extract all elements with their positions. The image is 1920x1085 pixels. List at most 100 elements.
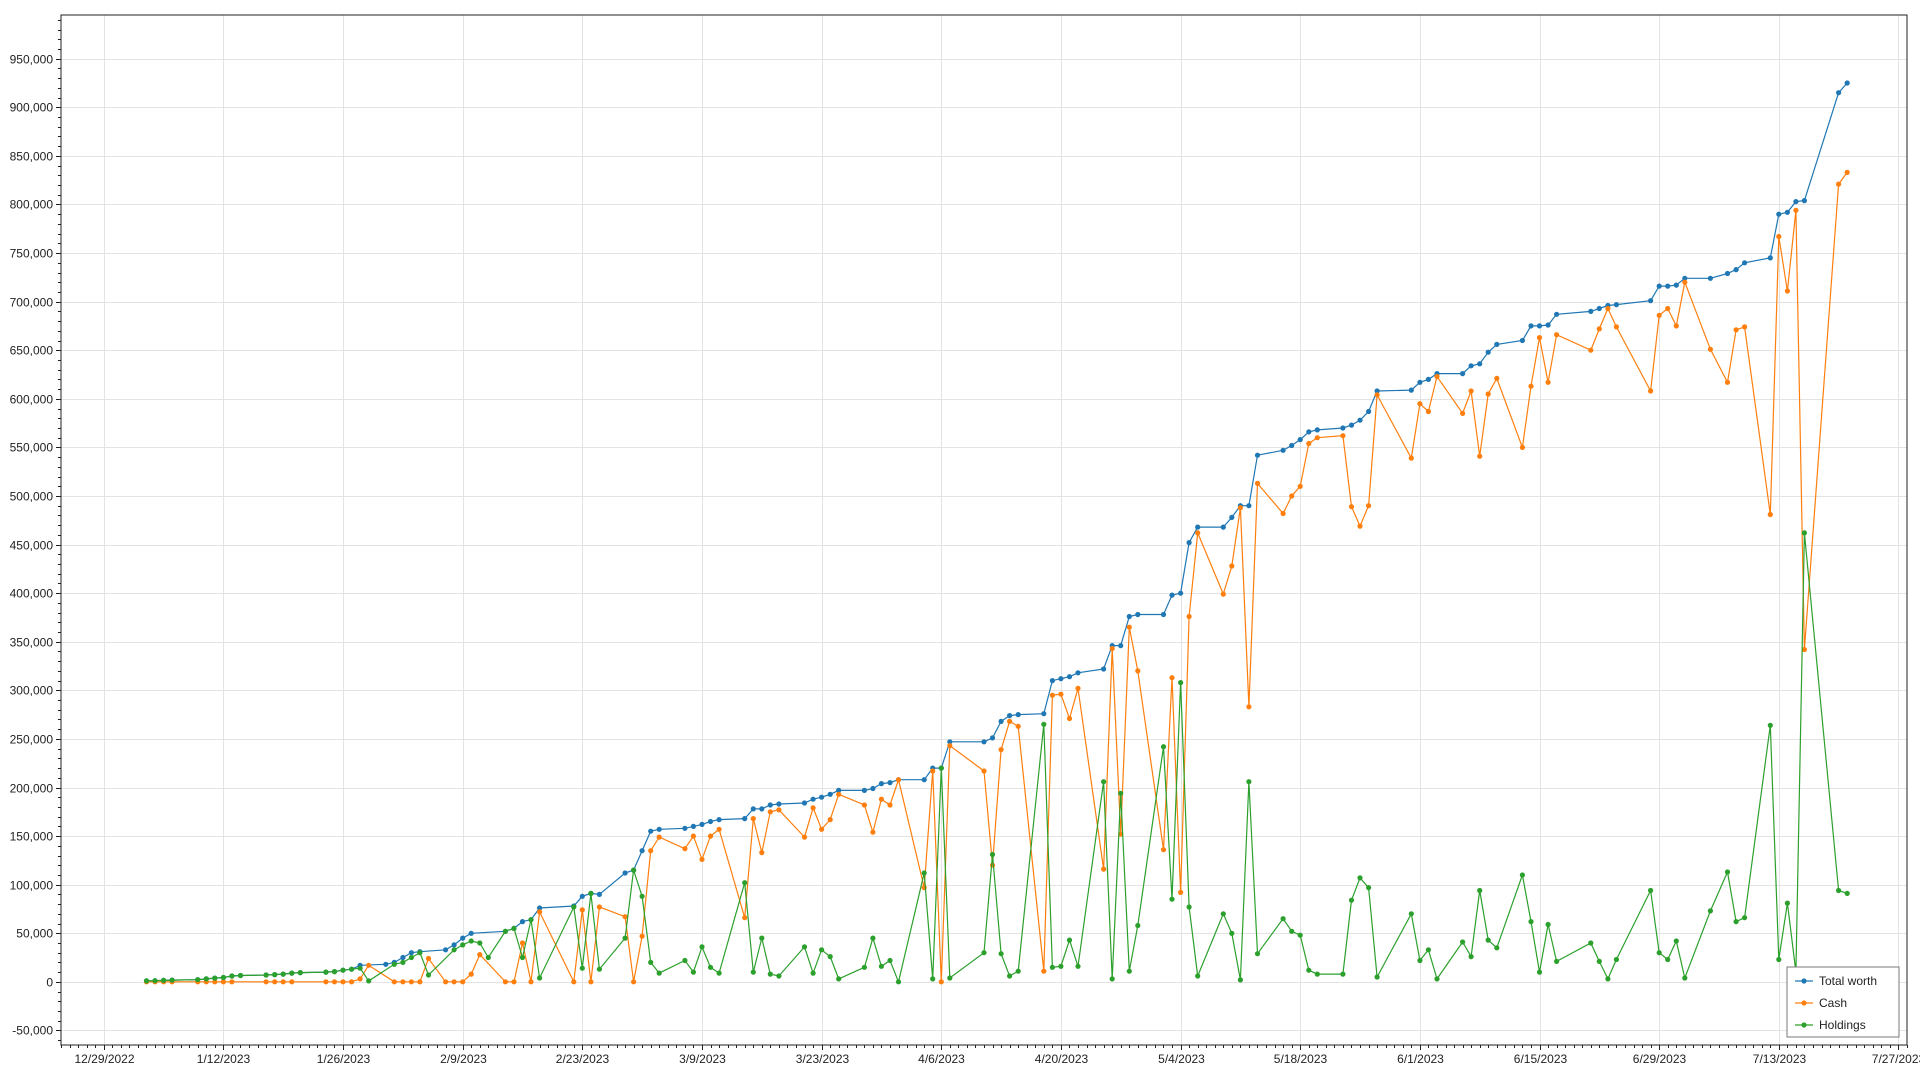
data-point	[751, 816, 756, 821]
data-point	[759, 936, 764, 941]
data-point	[1605, 976, 1610, 981]
data-point	[340, 968, 345, 973]
data-point	[264, 972, 269, 977]
data-point	[1734, 919, 1739, 924]
data-point	[1657, 313, 1662, 318]
data-point	[623, 936, 628, 941]
y-tick-label: -50,000	[12, 1024, 53, 1038]
data-point	[1785, 210, 1790, 215]
y-tick-label: 550,000	[10, 441, 54, 455]
data-point	[358, 976, 363, 981]
data-point	[1520, 445, 1525, 450]
data-point	[323, 970, 328, 975]
data-point	[1554, 332, 1559, 337]
data-point	[1588, 940, 1593, 945]
data-point	[1075, 686, 1080, 691]
data-point	[1357, 418, 1362, 423]
data-point	[1528, 384, 1533, 389]
y-tick-label: 600,000	[10, 393, 54, 407]
data-point	[682, 846, 687, 851]
data-point	[195, 977, 200, 982]
data-point	[879, 781, 884, 786]
data-point	[836, 976, 841, 981]
data-point	[802, 944, 807, 949]
data-point	[1537, 970, 1542, 975]
data-point	[1597, 326, 1602, 331]
data-point	[1665, 957, 1670, 962]
data-point	[699, 822, 704, 827]
series-line	[147, 172, 1848, 981]
data-point	[802, 835, 807, 840]
data-point	[623, 870, 628, 875]
data-point	[511, 926, 516, 931]
data-point	[400, 955, 405, 960]
data-point	[1187, 614, 1192, 619]
data-point	[520, 919, 525, 924]
data-point	[332, 969, 337, 974]
data-point	[537, 909, 542, 914]
data-point	[1665, 284, 1670, 289]
data-point	[999, 719, 1004, 724]
data-point	[323, 979, 328, 984]
data-point	[1161, 847, 1166, 852]
data-point	[1460, 371, 1465, 376]
data-point	[768, 972, 773, 977]
data-point	[742, 915, 747, 920]
data-point	[520, 955, 525, 960]
data-point	[1289, 493, 1294, 498]
data-point	[460, 936, 465, 941]
data-point	[887, 958, 892, 963]
x-tick-label: 3/23/2023	[796, 1052, 850, 1066]
data-point	[1238, 977, 1243, 982]
data-point	[1845, 170, 1850, 175]
data-point	[1075, 670, 1080, 675]
data-point	[1058, 964, 1063, 969]
data-point	[939, 766, 944, 771]
y-tick-label: 650,000	[10, 344, 54, 358]
data-point	[221, 975, 226, 980]
data-point	[409, 950, 414, 955]
data-point	[682, 958, 687, 963]
data-point	[1007, 713, 1012, 718]
data-point	[1229, 563, 1234, 568]
data-point	[1674, 283, 1679, 288]
legend-label: Holdings	[1819, 1018, 1866, 1032]
data-point	[1417, 958, 1422, 963]
data-point	[640, 848, 645, 853]
data-point	[289, 979, 294, 984]
data-point	[1050, 693, 1055, 698]
x-tick-label: 1/12/2023	[197, 1052, 251, 1066]
data-point	[828, 792, 833, 797]
data-point	[460, 979, 465, 984]
data-point	[1306, 441, 1311, 446]
data-point	[1178, 680, 1183, 685]
data-point	[1221, 525, 1226, 530]
data-point	[1246, 704, 1251, 709]
data-point	[289, 971, 294, 976]
data-point	[1067, 716, 1072, 721]
data-point	[1246, 503, 1251, 508]
data-point	[1597, 306, 1602, 311]
data-point	[922, 870, 927, 875]
data-point	[1554, 959, 1559, 964]
y-tick-label: 950,000	[10, 53, 54, 67]
data-point	[1725, 869, 1730, 874]
x-tick-label: 1/26/2023	[317, 1052, 371, 1066]
data-point	[1802, 530, 1807, 535]
data-point	[1366, 885, 1371, 890]
data-point	[452, 947, 457, 952]
data-point	[1058, 692, 1063, 697]
data-point	[443, 979, 448, 984]
data-point	[580, 966, 585, 971]
data-point	[1682, 975, 1687, 980]
data-point	[862, 965, 867, 970]
y-tick-label: 200,000	[10, 782, 54, 796]
data-point	[477, 952, 482, 957]
data-point	[1546, 380, 1551, 385]
x-tick-label: 4/6/2023	[918, 1052, 965, 1066]
data-point	[1494, 376, 1499, 381]
data-point	[870, 830, 875, 835]
